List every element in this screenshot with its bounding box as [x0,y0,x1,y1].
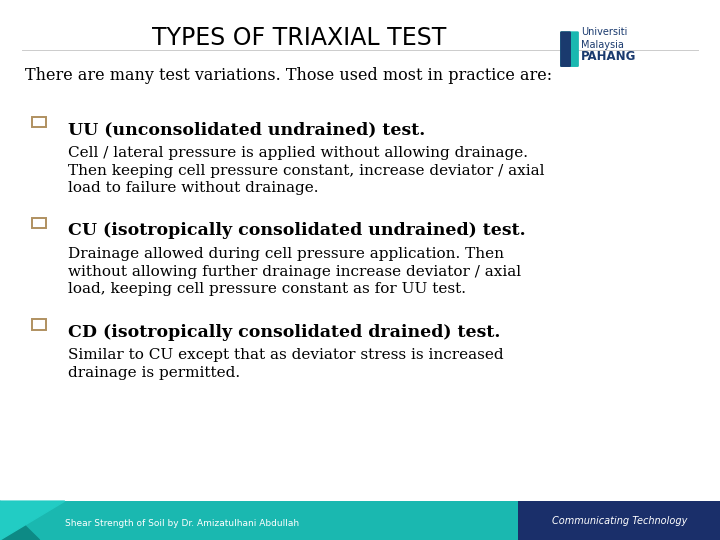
Polygon shape [0,501,40,540]
Text: load, keeping cell pressure constant as for UU test.: load, keeping cell pressure constant as … [68,282,467,296]
Text: drainage is permitted.: drainage is permitted. [68,366,240,380]
FancyBboxPatch shape [560,31,579,67]
Text: Drainage allowed during cell pressure application. Then: Drainage allowed during cell pressure ap… [68,247,505,261]
Text: CU (isotropically consolidated undrained) test.: CU (isotropically consolidated undrained… [68,222,526,239]
Bar [0,501,720,540]
Text: Shear Strength of Soil by Dr. Amizatulhani Abdullah: Shear Strength of Soil by Dr. Amizatulha… [65,519,299,528]
Text: Similar to CU except that as deviator stress is increased: Similar to CU except that as deviator st… [68,348,504,362]
Text: Malaysia: Malaysia [581,40,624,50]
Text: Cell / lateral pressure is applied without allowing drainage.: Cell / lateral pressure is applied witho… [68,146,528,160]
Text: CD (isotropically consolidated drained) test.: CD (isotropically consolidated drained) … [68,324,501,341]
Bar [32,319,46,330]
Bar [32,218,46,228]
FancyBboxPatch shape [560,31,571,67]
Text: There are many test variations. Those used most in practice are:: There are many test variations. Those us… [25,68,552,84]
Text: Then keeping cell pressure constant, increase deviator / axial: Then keeping cell pressure constant, inc… [68,164,545,178]
Polygon shape [0,501,65,540]
Text: Communicating Technology: Communicating Technology [552,516,687,525]
Text: Universiti: Universiti [581,28,627,37]
Text: UU (unconsolidated undrained) test.: UU (unconsolidated undrained) test. [68,122,426,138]
Text: PAHANG: PAHANG [581,50,636,63]
Text: without allowing further drainage increase deviator / axial: without allowing further drainage increa… [68,265,521,279]
Text: TYPES OF TRIAXIAL TEST: TYPES OF TRIAXIAL TEST [152,26,446,50]
Bar [518,501,720,540]
Bar [32,117,46,127]
Text: load to failure without drainage.: load to failure without drainage. [68,181,319,195]
